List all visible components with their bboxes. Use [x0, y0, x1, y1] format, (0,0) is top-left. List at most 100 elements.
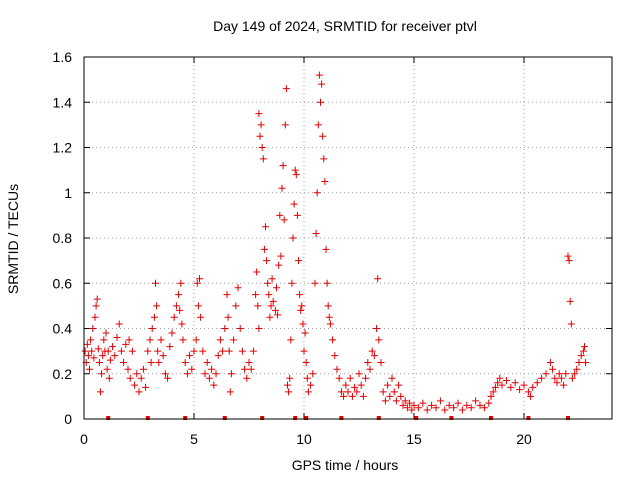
data-point: [487, 392, 495, 400]
data-point: [269, 297, 277, 305]
data-point: [312, 229, 320, 237]
data-point: [546, 358, 554, 366]
tick-labels: 0 5 10 15 20 0 0.2 0.4 0.6 0.8 1 1.2 1.4 1.6: [53, 49, 532, 447]
data-point: [144, 347, 152, 355]
data-point: [258, 144, 266, 151]
data-point: [221, 325, 229, 332]
data-point: [408, 406, 416, 414]
data-point: [292, 171, 300, 179]
data-point: [280, 216, 288, 224]
y-tick-label: 1.4: [53, 94, 73, 110]
data-point: [88, 347, 96, 355]
data-point: [95, 358, 103, 366]
data-point: [199, 347, 207, 355]
data-point: [83, 340, 91, 348]
data-point: [289, 234, 297, 242]
data-point: [128, 347, 136, 355]
data-point: [564, 252, 572, 260]
data-point: [154, 347, 162, 355]
data-point: [458, 406, 466, 414]
data-point: [164, 374, 172, 382]
data-point: [97, 388, 104, 396]
data-point: [170, 313, 178, 321]
data-point: [245, 358, 253, 366]
data-point: [496, 374, 504, 382]
data-point: [232, 302, 240, 310]
baseline-marker: [106, 416, 111, 420]
data-point: [241, 365, 249, 373]
data-point: [414, 404, 422, 412]
data-point: [331, 352, 339, 360]
data-point: [89, 325, 97, 332]
baseline-marker: [222, 416, 227, 420]
data-point: [279, 162, 287, 170]
data-point: [325, 313, 333, 321]
data-point: [113, 334, 121, 342]
data-point: [319, 132, 327, 140]
data-point: [282, 85, 290, 93]
data-point: [395, 381, 403, 389]
data-point: [216, 336, 224, 344]
data-point: [133, 370, 141, 378]
data-point: [549, 365, 557, 373]
baseline-marker: [293, 416, 298, 420]
data-point: [353, 388, 361, 396]
data-point: [406, 399, 414, 407]
y-tick-label: 1: [64, 185, 72, 201]
data-point: [226, 388, 234, 396]
data-point: [516, 386, 524, 394]
data-point: [388, 374, 396, 382]
data-point: [266, 313, 274, 321]
data-point: [423, 406, 431, 414]
data-point: [377, 358, 385, 366]
data-point: [304, 388, 312, 396]
data-point: [333, 365, 341, 373]
y-tick-label: 1.2: [53, 140, 73, 156]
baseline-marker: [183, 416, 188, 420]
data-point: [179, 336, 187, 344]
data-point: [579, 347, 587, 355]
data-point: [307, 381, 315, 389]
data-point: [238, 347, 246, 355]
data-point: [81, 347, 89, 355]
data-point: [115, 320, 123, 328]
data-point: [432, 404, 440, 412]
data-point: [193, 279, 201, 287]
data-point: [203, 358, 211, 366]
data-point: [150, 313, 158, 321]
data-point: [323, 279, 331, 287]
data-point: [285, 388, 293, 396]
data-point: [186, 352, 194, 360]
data-point: [212, 370, 220, 378]
data-point: [98, 370, 106, 378]
data-point: [560, 381, 568, 389]
data-point: [256, 132, 264, 140]
data-point: [103, 365, 111, 373]
data-point: [392, 397, 400, 405]
data-point: [183, 370, 191, 378]
data-point: [472, 397, 480, 405]
data-point: [529, 383, 537, 391]
data-point: [551, 374, 559, 382]
baseline-marker: [145, 416, 150, 420]
data-point: [311, 279, 319, 287]
data-point: [375, 336, 383, 344]
data-point: [137, 374, 145, 382]
data-point: [538, 374, 546, 382]
y-tick-label: 1.6: [53, 49, 73, 65]
data-point: [441, 406, 449, 414]
data-point: [166, 343, 174, 351]
data-point: [255, 110, 263, 118]
data-point: [172, 302, 180, 310]
data-point: [190, 347, 198, 355]
x-tick-label: 0: [80, 431, 88, 447]
data-point: [281, 121, 289, 129]
grid-lines: [84, 57, 612, 419]
data-point: [454, 399, 462, 407]
data-point: [205, 374, 213, 382]
y-tick-label: 0.4: [53, 321, 73, 337]
baseline-marker: [376, 416, 381, 420]
data-point: [253, 268, 261, 276]
data-point: [234, 284, 242, 292]
data-point: [511, 379, 519, 387]
